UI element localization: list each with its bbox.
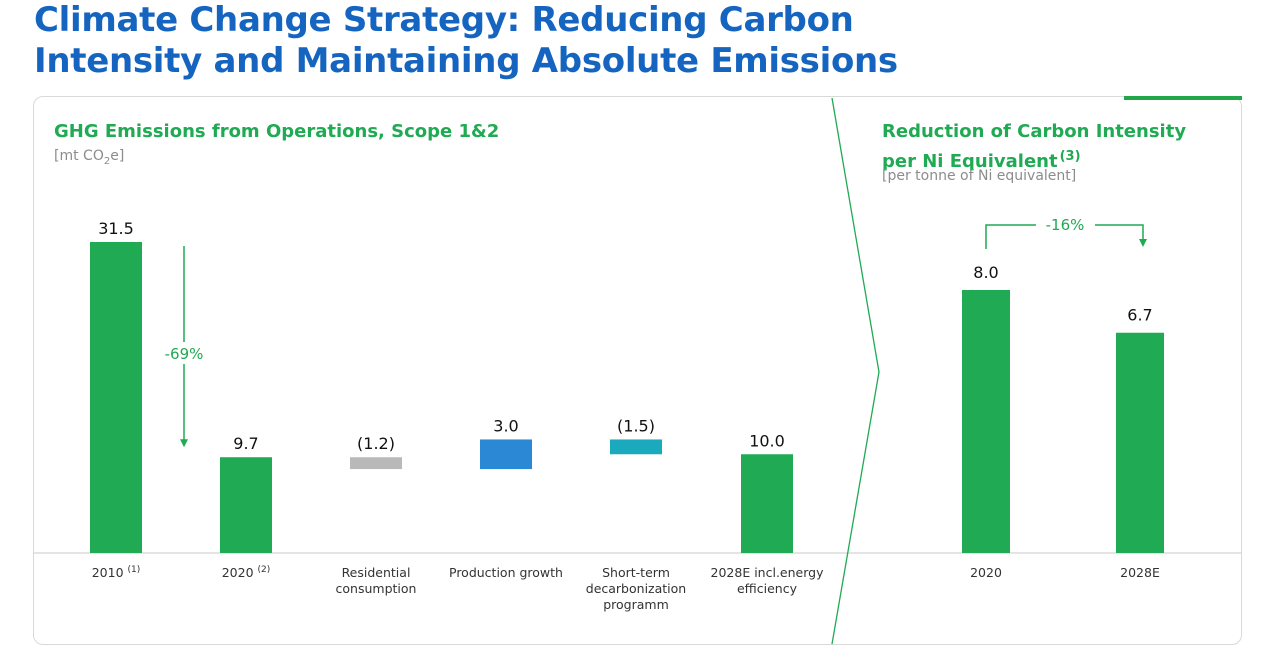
left-chart-title: GHG Emissions from Operations, Scope 1&2: [54, 121, 500, 142]
intensity-value-label-1: 6.7: [1127, 306, 1152, 325]
right-title-line2: per Ni Equivalent: [882, 151, 1058, 172]
left-unit-prefix: [mt CO: [54, 148, 104, 164]
reduction-bracket-right-arm: [1095, 224, 1147, 247]
waterfall-bar-0: [90, 242, 142, 553]
waterfall-category-label-3-0: Production growth: [449, 565, 563, 580]
reduction-label-bg-left: [160, 342, 208, 364]
waterfall-value-label-5: 10.0: [749, 431, 785, 450]
waterfall-category-label-0-0: 2010 (1): [92, 565, 141, 580]
right-chart-title: Reduction of Carbon Intensity per Ni Equ…: [882, 119, 1186, 174]
waterfall-category-label-4-2: programm: [603, 597, 669, 612]
intensity-category-label-1: 2028E: [1120, 565, 1160, 580]
waterfall-category-label-5-0: 2028E incl.energy: [711, 565, 825, 580]
accent-bar: [1124, 96, 1242, 100]
section-divider: [831, 97, 880, 645]
right-title-line1: Reduction of Carbon Intensity: [882, 121, 1187, 142]
reduction-label-right: -16%: [1046, 216, 1085, 234]
right-title-note: (3): [1059, 149, 1081, 164]
waterfall-bar-1: [220, 457, 272, 553]
reduction-label-left: -69%: [165, 345, 204, 363]
intensity-bar-1: [1116, 332, 1164, 553]
waterfall-category-label-1-0: 2020 (2): [222, 565, 271, 580]
waterfall-value-label-2: (1.2): [357, 434, 395, 453]
intensity-value-label-0: 8.0: [973, 263, 998, 282]
waterfall-value-label-3: 3.0: [493, 416, 518, 435]
main-title: Climate Change Strategy: Reducing Carbon…: [34, 0, 898, 82]
waterfall-value-label-0: 31.5: [98, 219, 134, 238]
left-chart-unit: [mt CO2e]: [54, 147, 124, 171]
main-title-line2: Intensity and Maintaining Absolute Emiss…: [34, 41, 898, 81]
waterfall-value-label-1: 9.7: [233, 434, 258, 453]
waterfall-bar-2: [350, 457, 402, 470]
waterfall-bar-4: [610, 439, 662, 455]
intensity-bar-0: [962, 290, 1010, 553]
waterfall-bar-3: [480, 439, 532, 470]
waterfall-category-label-2-1: consumption: [336, 581, 417, 596]
left-unit-subscript: 2: [103, 155, 111, 167]
reduction-bracket-left-arm: [985, 224, 1036, 249]
main-title-line1: Climate Change Strategy: Reducing Carbon: [34, 0, 854, 40]
right-chart-unit: [per tonne of Ni equivalent]: [882, 168, 1077, 184]
left-unit-suffix: e]: [110, 148, 125, 164]
waterfall-category-note-0: (1): [128, 565, 141, 575]
intensity-category-label-0: 2020: [970, 565, 1002, 580]
waterfall-category-note-1: (2): [258, 565, 271, 575]
chart-panel-frame: [33, 96, 1242, 645]
waterfall-bar-5: [741, 454, 793, 553]
waterfall-category-label-4-1: decarbonization: [586, 581, 686, 596]
waterfall-category-label-5-1: efficiency: [737, 581, 798, 596]
waterfall-category-label-2-0: Residential: [342, 565, 411, 580]
waterfall-category-label-4-0: Short-term: [602, 565, 670, 580]
waterfall-value-label-4: (1.5): [617, 416, 655, 435]
